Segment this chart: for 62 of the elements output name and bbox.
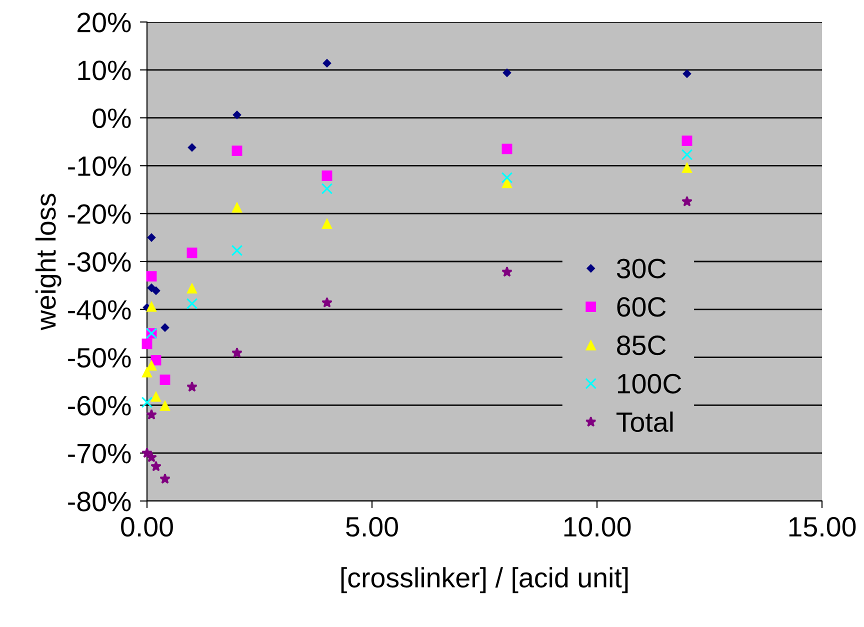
y-tick-label: -60% [68, 396, 131, 416]
point [186, 248, 198, 258]
point [501, 172, 513, 184]
point [681, 148, 693, 160]
y-tick-label: 0% [92, 108, 131, 128]
point [160, 400, 170, 411]
y-tick-label: -70% [68, 444, 131, 464]
point [142, 338, 152, 350]
point [502, 68, 512, 78]
point [502, 178, 512, 188]
point [186, 283, 198, 294]
point [146, 409, 157, 420]
y-tick-label: 10% [78, 60, 131, 80]
point [232, 202, 242, 213]
legend-label: 60C [617, 297, 666, 317]
point [147, 233, 156, 242]
point [150, 460, 162, 472]
point [682, 136, 692, 146]
point [322, 218, 332, 229]
x-tick-label: 10.00 [564, 517, 631, 537]
y-tick-label: -10% [68, 156, 131, 176]
point [186, 381, 198, 392]
y-tick-label: -20% [68, 204, 131, 224]
point [682, 162, 692, 173]
point [682, 69, 692, 78]
point [231, 244, 243, 256]
legend-label: 100C [618, 374, 682, 394]
legend-label: 30C [616, 258, 666, 278]
y-tick-label: 20% [78, 12, 131, 32]
point [146, 360, 157, 371]
point [502, 144, 512, 154]
point [232, 110, 242, 120]
point [682, 196, 692, 206]
y-tick-label: -50% [68, 348, 131, 368]
point [160, 374, 170, 386]
point [146, 452, 157, 462]
point [232, 347, 242, 358]
point [150, 391, 162, 402]
point [146, 271, 157, 282]
point [188, 143, 196, 152]
point [186, 298, 198, 310]
point [160, 473, 170, 484]
point [146, 301, 157, 312]
point [322, 58, 332, 68]
point [152, 286, 160, 295]
x-tick-label: 0.00 [121, 517, 173, 537]
point [322, 297, 332, 308]
point [160, 323, 170, 332]
point [232, 146, 242, 156]
point [142, 366, 152, 378]
x-axis-title: [crosslinker] / [acid unit] [341, 567, 628, 594]
legend-label: Total [616, 412, 673, 432]
x-tick-label: 5.00 [346, 517, 398, 537]
x-tick-label: 15.00 [789, 517, 856, 537]
y-tick-label: -80% [68, 492, 131, 512]
y-tick-label: -40% [68, 300, 131, 320]
point [502, 266, 512, 277]
point [321, 182, 333, 194]
legend-label: 85C [617, 336, 666, 356]
y-axis-title: weight loss [35, 194, 62, 330]
y-tick-label: -30% [68, 252, 131, 272]
point [322, 170, 332, 181]
